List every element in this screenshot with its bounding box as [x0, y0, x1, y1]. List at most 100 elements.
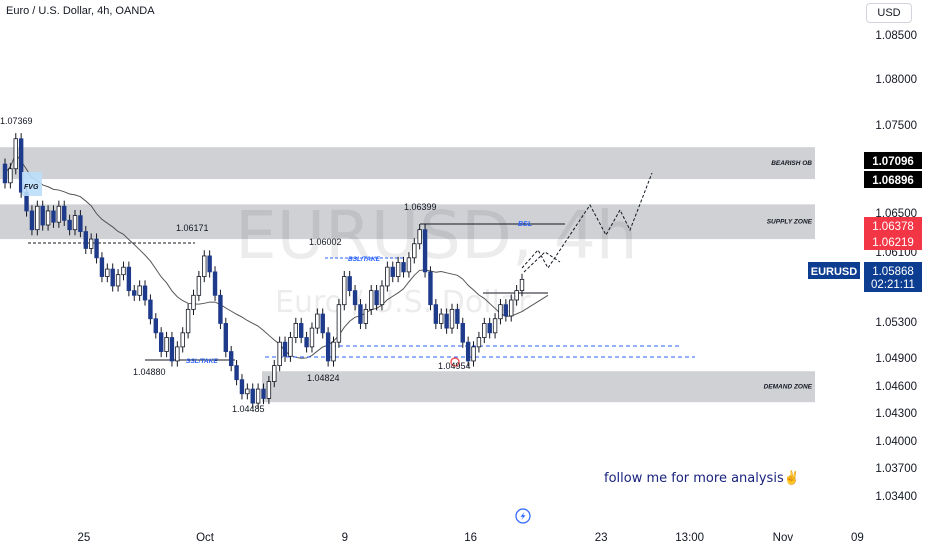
candle	[433, 299, 439, 330]
candle-bear	[401, 262, 406, 273]
candle	[218, 289, 223, 330]
candle	[503, 299, 509, 322]
price-badge	[864, 152, 922, 169]
candle	[395, 256, 401, 283]
candle	[406, 252, 412, 278]
candle	[175, 341, 180, 367]
candle	[8, 163, 13, 189]
candle	[422, 224, 428, 278]
candle-bear	[126, 266, 132, 292]
candle-bear	[158, 332, 164, 352]
candle	[56, 200, 62, 228]
candle	[234, 360, 239, 386]
candle-bull	[379, 285, 385, 306]
candle-bear	[40, 205, 45, 226]
candle	[137, 280, 142, 301]
candle	[465, 336, 471, 367]
candle	[115, 269, 121, 292]
candle-bear	[110, 268, 115, 287]
price-tick: 1.07500	[875, 120, 917, 132]
candle-bull	[514, 290, 519, 301]
candle-bear	[67, 219, 72, 231]
candle-bull	[245, 388, 250, 395]
price-badges: 1.07096 1.06896 1.06378 1.06219 EURUSD 1.0586…	[808, 152, 922, 292]
candle-bull	[336, 304, 342, 343]
lightning-icon[interactable]	[515, 508, 531, 524]
candle-bull	[115, 274, 121, 287]
candle	[358, 299, 363, 330]
candle	[94, 233, 99, 264]
candle	[471, 341, 476, 367]
zone-demand-zone	[262, 371, 815, 403]
annotation-label: BSL	[518, 221, 532, 228]
price-level-label: 1.07369	[0, 116, 33, 126]
candle	[320, 308, 325, 339]
candle	[266, 375, 272, 405]
candle-bear	[422, 229, 428, 273]
candle	[212, 266, 218, 301]
candle	[261, 383, 266, 405]
candle	[379, 280, 385, 311]
candle	[191, 289, 196, 315]
countdown-timer: 02:21:11	[871, 279, 915, 291]
price-level-label: 1.04954	[438, 361, 471, 371]
candle	[207, 250, 212, 278]
candle-bull	[202, 255, 207, 277]
candle	[342, 270, 347, 311]
candle-bull	[492, 318, 498, 334]
candle	[374, 285, 379, 311]
candle-bear	[358, 304, 363, 324]
candle-bull	[13, 138, 18, 170]
candle-bull	[417, 229, 422, 245]
candle-bull	[180, 332, 185, 348]
candle-bull	[288, 337, 293, 357]
candle-bear	[239, 379, 245, 395]
candle-bull	[406, 257, 412, 273]
candle	[304, 331, 309, 353]
candle-bear	[428, 271, 433, 306]
candle-bear	[460, 323, 465, 343]
candle-bear	[94, 238, 99, 259]
candle-bull	[277, 341, 282, 367]
candle	[40, 200, 45, 231]
projection-path-alt	[523, 251, 561, 273]
time-tick: 13:00	[675, 532, 704, 544]
current-price-value: 1.05868	[872, 266, 914, 278]
price-tick: 1.05300	[875, 317, 917, 329]
candle-bull	[56, 205, 62, 223]
candle	[153, 313, 158, 339]
price-tick: 1.04300	[875, 408, 917, 420]
candle-bull	[519, 278, 525, 292]
candle	[282, 336, 288, 362]
watermark-name: Euro / U.S. Dollar	[275, 285, 531, 320]
candle	[369, 285, 374, 315]
price-tick: 1.04900	[875, 353, 917, 365]
candle-bull	[509, 299, 514, 317]
candle	[83, 225, 88, 255]
candle-bear	[444, 313, 449, 329]
candle-bull	[331, 341, 336, 362]
time-tick: 9	[342, 532, 348, 544]
candle	[390, 261, 395, 283]
candle-bear	[212, 271, 218, 296]
candle	[272, 360, 277, 388]
candle-bear	[51, 210, 56, 223]
candle	[347, 270, 352, 297]
time-tick: 25	[77, 532, 90, 544]
candle-bull	[266, 381, 272, 399]
time-tick: 16	[464, 532, 477, 544]
candle-bull	[412, 243, 417, 259]
candle-bull	[121, 266, 126, 276]
time-tick: Nov	[773, 532, 794, 544]
price-tick: 1.04000	[875, 436, 917, 448]
candle	[105, 263, 110, 283]
candle-bull	[293, 323, 299, 338]
price-badge	[864, 171, 922, 188]
currency-button[interactable]: USD	[866, 3, 912, 23]
candle-bull	[342, 276, 347, 306]
candle	[202, 250, 207, 283]
current-price-badge	[864, 262, 922, 292]
candle-bull	[72, 215, 78, 231]
annotations-layer: FVG BSL BSL/TAKE SSL/TAKE 1.07369 1.06171 1.04…	[0, 116, 532, 414]
